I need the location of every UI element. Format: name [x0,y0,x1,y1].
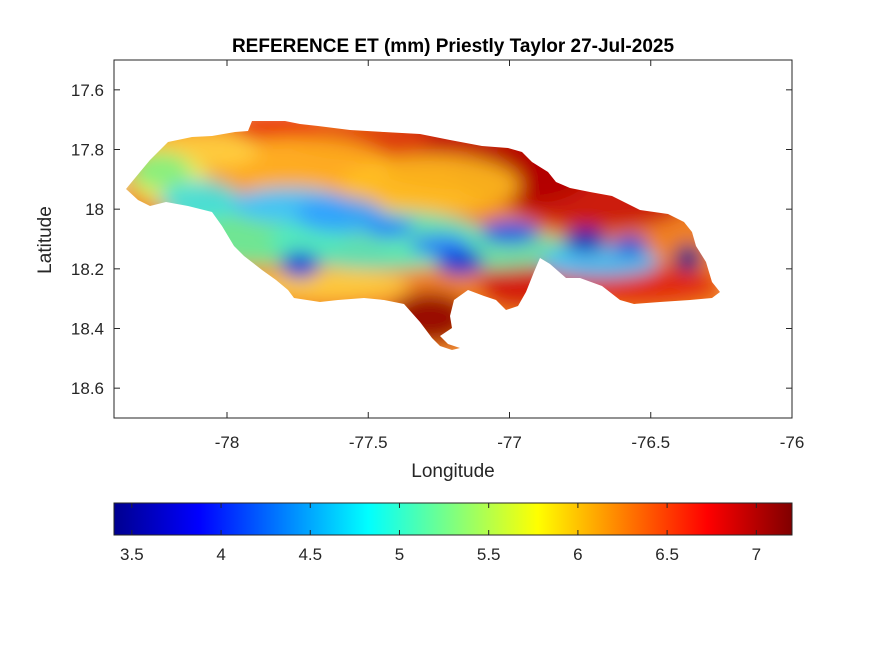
x-tick-label: -77 [497,433,522,452]
colorbar-tick-label: 6.5 [655,545,679,564]
y-tick-label: 18.6 [71,379,104,398]
chart-title: REFERENCE ET (mm) Priestly Taylor 27-Jul… [232,36,674,57]
colorbar-tick-label: 4.5 [298,545,322,564]
x-tick-label: -76.5 [631,433,670,452]
y-tick-label: 18.4 [71,320,104,339]
colorbar-tick-label: 4 [216,545,225,564]
x-tick-label: -76 [780,433,805,452]
colorbar-tick-label: 3.5 [120,545,144,564]
y-axis-ticks: 18.6 18.4 18.2 18 17.8 17.6 [71,81,792,398]
x-axis-label: Longitude [411,461,494,482]
y-tick-label: 18 [85,200,104,219]
colorbar-tick-label: 6 [573,545,582,564]
y-tick-label: 17.6 [71,81,104,100]
x-tick-label: -77.5 [349,433,388,452]
y-tick-label: 17.8 [71,141,104,160]
colorbar [113,502,793,536]
y-axis-label: Latitude [35,206,56,274]
x-axis-ticks: -78 -77.5 -77 -76.5 -76 [215,60,805,452]
colorbar-tick-label: 5.5 [477,545,501,564]
y-tick-label: 18.2 [71,260,104,279]
colorbar-tick-label: 7 [752,545,761,564]
colorbar-ticks: 3.5 4 4.5 5 5.5 6 6.5 7 [120,503,761,564]
colorbar-tick-label: 5 [395,545,404,564]
x-tick-label: -78 [215,433,240,452]
